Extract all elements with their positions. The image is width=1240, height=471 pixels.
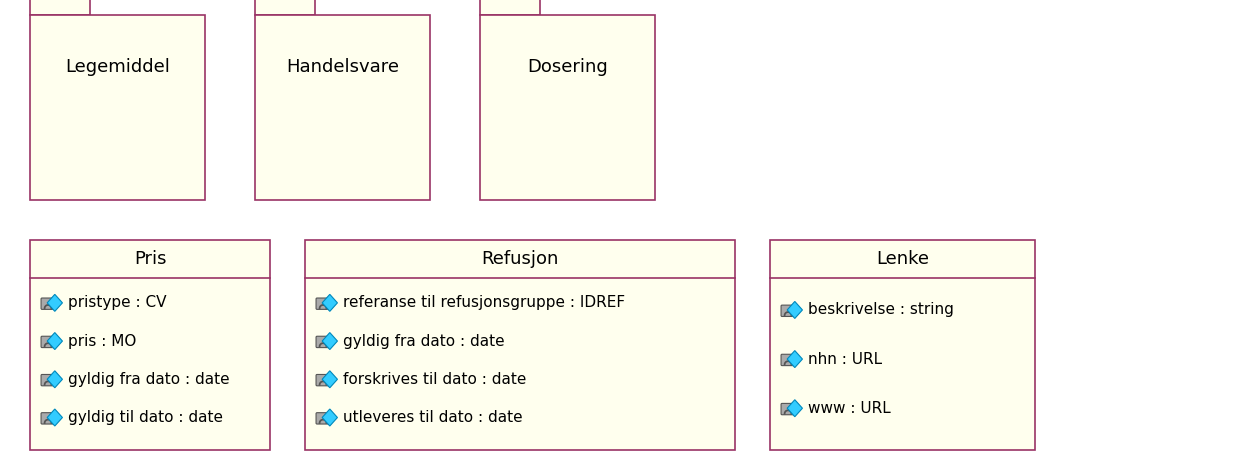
FancyBboxPatch shape (41, 298, 55, 309)
Text: Refusjon: Refusjon (481, 250, 559, 268)
Text: gyldig fra dato : date: gyldig fra dato : date (68, 372, 229, 387)
Polygon shape (322, 371, 337, 388)
Bar (770, 240, 1035, 450)
Bar (30, 0, 91, 15)
Bar (30, 240, 270, 450)
FancyBboxPatch shape (41, 336, 55, 348)
Bar (480, 0, 539, 15)
FancyBboxPatch shape (316, 413, 330, 424)
FancyBboxPatch shape (41, 374, 55, 386)
Text: gyldig fra dato : date: gyldig fra dato : date (343, 333, 505, 349)
Text: nhn : URL: nhn : URL (808, 351, 882, 366)
FancyBboxPatch shape (41, 413, 55, 424)
Polygon shape (47, 371, 62, 388)
Bar (255, 15, 430, 200)
Polygon shape (787, 400, 802, 417)
Bar (255, 0, 315, 15)
Text: Dosering: Dosering (527, 58, 608, 76)
FancyBboxPatch shape (781, 305, 795, 317)
Polygon shape (47, 409, 62, 426)
Polygon shape (322, 409, 337, 426)
Text: utleveres til dato : date: utleveres til dato : date (343, 410, 522, 425)
Text: gyldig til dato : date: gyldig til dato : date (68, 410, 223, 425)
Text: Pris: Pris (134, 250, 166, 268)
Polygon shape (322, 294, 337, 311)
Text: beskrivelse : string: beskrivelse : string (808, 302, 954, 317)
Text: www : URL: www : URL (808, 401, 890, 416)
FancyBboxPatch shape (316, 374, 330, 386)
Bar (480, 15, 655, 200)
FancyBboxPatch shape (316, 298, 330, 309)
Text: pristype : CV: pristype : CV (68, 295, 166, 310)
Polygon shape (322, 333, 337, 349)
Text: Lenke: Lenke (875, 250, 929, 268)
Polygon shape (787, 301, 802, 318)
FancyBboxPatch shape (781, 403, 795, 415)
FancyBboxPatch shape (781, 354, 795, 365)
Bar (30, 15, 205, 200)
Polygon shape (47, 333, 62, 349)
Polygon shape (787, 350, 802, 367)
Text: Handelsvare: Handelsvare (286, 58, 399, 76)
Bar (305, 240, 735, 450)
Text: pris : MO: pris : MO (68, 333, 136, 349)
FancyBboxPatch shape (316, 336, 330, 348)
Text: forskrives til dato : date: forskrives til dato : date (343, 372, 526, 387)
Text: referanse til refusjonsgruppe : IDREF: referanse til refusjonsgruppe : IDREF (343, 295, 625, 310)
Text: Legemiddel: Legemiddel (64, 58, 170, 76)
Polygon shape (47, 294, 62, 311)
